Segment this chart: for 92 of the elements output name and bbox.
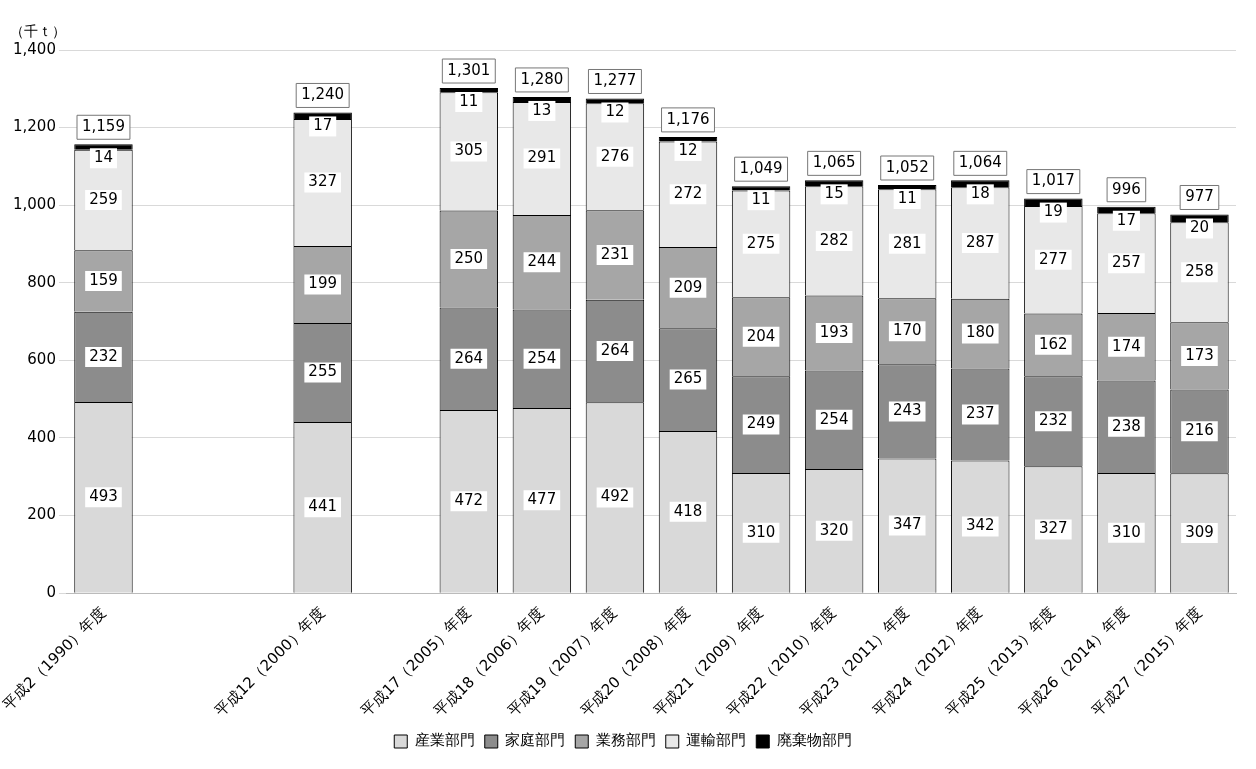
legend-label: 家庭部門 xyxy=(505,731,566,750)
data-label: 232 xyxy=(89,346,118,365)
data-label: 254 xyxy=(819,409,849,428)
total-label: 1,052 xyxy=(885,157,929,176)
data-label: 257 xyxy=(1112,253,1141,272)
total-label: 1,049 xyxy=(739,159,783,178)
total-label: 996 xyxy=(1112,179,1141,198)
data-label: 244 xyxy=(527,252,557,271)
data-label: 11 xyxy=(751,190,771,209)
data-label: 249 xyxy=(746,414,776,433)
total-label: 977 xyxy=(1185,187,1214,206)
data-label: 231 xyxy=(600,244,630,263)
total-label: 1,064 xyxy=(958,153,1002,172)
y-tick-label: 1,400 xyxy=(12,39,56,58)
data-label: 216 xyxy=(1185,421,1214,440)
data-label: 281 xyxy=(892,233,922,252)
y-tick-label: 1,000 xyxy=(12,195,56,214)
total-label: 1,240 xyxy=(301,85,345,104)
total-label: 1,159 xyxy=(82,117,125,136)
legend-label: 廃棄物部門 xyxy=(776,731,852,750)
data-label: 162 xyxy=(1039,334,1068,353)
data-label: 347 xyxy=(892,515,922,534)
data-label: 14 xyxy=(93,148,114,167)
data-label: 174 xyxy=(1112,336,1141,355)
data-label: 20 xyxy=(1189,218,1210,237)
data-label: 180 xyxy=(965,323,995,342)
data-label: 282 xyxy=(819,230,849,249)
data-label: 277 xyxy=(1039,249,1068,268)
data-label: 493 xyxy=(89,487,118,506)
data-label: 12 xyxy=(678,140,698,159)
data-label: 265 xyxy=(673,369,703,388)
data-label: 310 xyxy=(746,522,776,541)
data-label: 11 xyxy=(897,188,917,207)
data-label: 204 xyxy=(746,326,776,345)
legend-label: 産業部門 xyxy=(414,731,475,750)
total-label: 1,065 xyxy=(812,153,856,172)
data-label: 19 xyxy=(1043,202,1063,221)
data-label: 472 xyxy=(454,491,484,510)
data-label: 441 xyxy=(308,497,337,516)
data-label: 17 xyxy=(1116,210,1136,229)
data-label: 17 xyxy=(313,116,333,135)
data-label: 250 xyxy=(454,249,484,267)
y-tick-label: 600 xyxy=(27,350,56,369)
legend-label: 運輸部門 xyxy=(686,731,747,750)
data-label: 232 xyxy=(1039,411,1068,430)
data-label: 173 xyxy=(1185,345,1214,364)
data-label: 342 xyxy=(965,516,995,535)
data-label: 264 xyxy=(600,340,630,359)
data-label: 275 xyxy=(746,233,776,252)
total-label: 1,277 xyxy=(593,71,637,90)
data-label: 237 xyxy=(965,404,995,423)
total-label: 1,017 xyxy=(1031,171,1075,190)
data-label: 18 xyxy=(970,184,990,203)
data-label: 255 xyxy=(308,362,337,381)
data-label: 238 xyxy=(1112,416,1141,435)
data-label: 170 xyxy=(892,321,922,340)
total-label: 1,301 xyxy=(447,60,491,79)
data-label: 11 xyxy=(459,91,479,110)
total-label: 1,280 xyxy=(520,69,564,88)
data-label: 291 xyxy=(527,148,557,167)
y-tick-label: 800 xyxy=(27,272,56,291)
data-label: 327 xyxy=(308,172,337,191)
y-tick-label: 200 xyxy=(27,505,56,524)
data-label: 199 xyxy=(308,274,337,293)
data-label: 159 xyxy=(89,270,118,289)
data-label: 272 xyxy=(673,184,703,203)
data-label: 418 xyxy=(673,501,703,520)
data-label: 276 xyxy=(600,146,630,165)
data-label: 492 xyxy=(600,487,630,506)
data-label: 15 xyxy=(824,184,844,203)
data-label: 209 xyxy=(673,277,703,296)
data-label: 254 xyxy=(527,348,557,367)
data-label: 309 xyxy=(1185,522,1214,541)
y-tick-label: 400 xyxy=(27,427,56,446)
y-tick-label: 1,200 xyxy=(12,117,56,136)
total-label: 1,176 xyxy=(666,109,710,128)
legend-label: 業務部門 xyxy=(595,731,656,750)
data-label: 13 xyxy=(532,100,552,119)
data-label: 477 xyxy=(527,490,557,509)
y-axis-title: （千ｔ） xyxy=(10,22,66,39)
data-label: 320 xyxy=(819,520,849,539)
data-label: 193 xyxy=(819,322,849,341)
data-label: 287 xyxy=(965,232,995,251)
data-label: 305 xyxy=(454,141,484,160)
y-tick-label: 0 xyxy=(46,583,56,602)
data-label: 12 xyxy=(605,102,625,121)
data-label: 243 xyxy=(892,401,922,420)
data-label: 264 xyxy=(454,348,484,367)
data-label: 310 xyxy=(1112,522,1141,541)
data-label: 258 xyxy=(1185,262,1214,281)
data-label: 259 xyxy=(89,189,118,208)
data-label: 327 xyxy=(1039,519,1068,538)
